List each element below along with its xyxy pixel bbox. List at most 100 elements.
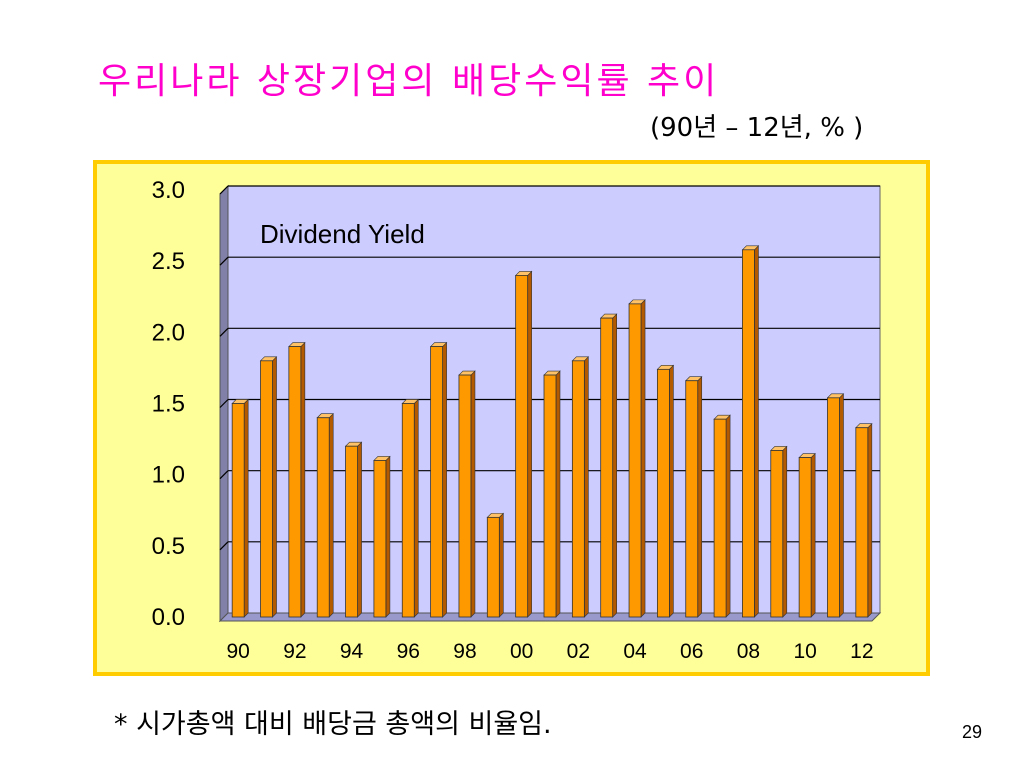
bar-side xyxy=(300,341,306,618)
bar-side xyxy=(697,376,703,618)
bar xyxy=(685,376,703,618)
bar-side xyxy=(725,414,731,618)
bar-front xyxy=(571,360,585,618)
bars xyxy=(231,245,873,618)
bar-side xyxy=(470,370,476,618)
bar-front xyxy=(401,403,415,618)
bar xyxy=(628,299,646,618)
bar-front xyxy=(855,427,869,618)
bar-front xyxy=(316,417,330,618)
page-number: 29 xyxy=(962,722,983,742)
bar xyxy=(543,370,561,618)
bar xyxy=(429,341,448,618)
bar xyxy=(770,445,788,618)
bar-side xyxy=(782,445,788,618)
chart-frame: 0.0 0.5 1.0 1.5 2.0 2.5 3.0 90 92 94 96 98 00 02 04 06… xyxy=(93,160,930,676)
bar xyxy=(798,452,816,618)
gridline-side xyxy=(219,256,229,266)
bar-side xyxy=(669,364,674,618)
chart-annotation: Dividend Yield xyxy=(260,219,425,249)
bar-side xyxy=(357,441,362,618)
bar-front xyxy=(628,303,642,618)
bar xyxy=(231,398,249,618)
y-tick-label: 1.5 xyxy=(152,391,185,418)
bar-side xyxy=(555,370,561,618)
bar-front xyxy=(260,360,273,618)
gridline-side xyxy=(219,327,229,337)
footnote: * 시가총액 대비 배당금 총액의 비율임. xyxy=(114,709,552,740)
gridline-side xyxy=(219,541,229,551)
bar-side xyxy=(810,452,816,618)
bar xyxy=(855,422,873,618)
bar-front xyxy=(742,249,755,618)
y-tick-label: 1.0 xyxy=(152,462,185,489)
bar xyxy=(656,364,675,618)
bar-side xyxy=(243,398,249,618)
bar xyxy=(826,393,845,618)
bar-front xyxy=(770,450,784,618)
x-tick-label: 92 xyxy=(283,640,306,663)
bar xyxy=(316,413,334,618)
bar xyxy=(486,512,505,618)
bar-side xyxy=(328,413,334,618)
slide-subtitle: (90년 – 12년, % ) xyxy=(650,113,864,143)
bar-front xyxy=(827,397,840,618)
bar xyxy=(741,245,760,618)
x-tick-label: 90 xyxy=(226,640,249,663)
gridline-side xyxy=(219,185,229,195)
bar xyxy=(344,441,363,618)
x-tick-label: 96 xyxy=(397,640,420,663)
x-tick-label: 06 xyxy=(680,640,703,663)
gridline-side xyxy=(219,399,229,408)
slide-title: 우리나라 상장기업의 배당수익률 추이 xyxy=(98,61,720,102)
dividend-yield-chart: 0.0 0.5 1.0 1.5 2.0 2.5 3.0 90 92 94 96 98 00 02 04 06… xyxy=(152,177,882,663)
x-tick-label: 04 xyxy=(623,640,647,663)
bar-front xyxy=(798,457,812,618)
bar xyxy=(458,370,476,618)
y-tick-label: 0.0 xyxy=(152,604,185,631)
bar-front xyxy=(288,346,302,618)
bar-side xyxy=(839,393,844,618)
bar xyxy=(401,398,419,618)
x-tick-label: 98 xyxy=(453,640,476,663)
bar xyxy=(713,414,731,618)
bar-side xyxy=(640,299,646,618)
y-tick-label: 0.5 xyxy=(152,533,185,560)
bar-front xyxy=(685,380,699,618)
bar-front xyxy=(656,368,670,618)
bar xyxy=(514,270,533,618)
bar-side xyxy=(413,398,419,618)
bar-side xyxy=(499,512,504,618)
y-tick-label: 2.5 xyxy=(152,248,185,275)
x-tick-label: 12 xyxy=(850,640,873,663)
bar xyxy=(259,356,278,618)
x-axis-ticks: 90 92 94 96 98 00 02 04 06 08 10 12 xyxy=(226,640,873,663)
bar-front xyxy=(713,418,727,618)
x-tick-label: 00 xyxy=(510,640,533,663)
bar-side xyxy=(612,313,617,618)
gridline-side xyxy=(219,470,229,480)
bar-front xyxy=(543,374,557,618)
bar-front xyxy=(486,516,500,618)
x-tick-label: 02 xyxy=(567,640,590,663)
x-tick-label: 10 xyxy=(793,640,816,663)
bar-side xyxy=(527,270,532,618)
bar xyxy=(288,341,306,618)
bar-front xyxy=(231,403,245,618)
bar-side xyxy=(272,356,277,618)
bar-front xyxy=(600,317,614,618)
bar-side xyxy=(442,341,447,618)
bar-side xyxy=(754,245,759,618)
bar-front xyxy=(373,460,387,618)
bar-side xyxy=(385,455,391,618)
bar xyxy=(571,356,590,618)
bar xyxy=(599,313,618,618)
bar-front xyxy=(515,275,529,618)
y-tick-label: 3.0 xyxy=(152,177,185,204)
bar-front xyxy=(458,374,472,618)
bar xyxy=(373,455,391,618)
x-tick-label: 94 xyxy=(340,640,364,663)
bar-front xyxy=(345,445,358,618)
x-tick-label: 08 xyxy=(737,640,760,663)
bar-side xyxy=(867,422,873,618)
